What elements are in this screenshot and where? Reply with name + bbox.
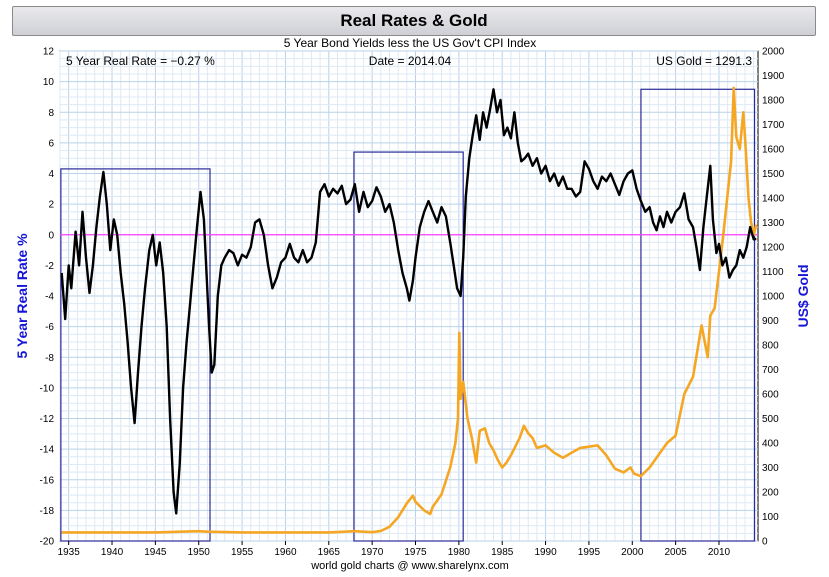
y-left-tick-label: -18	[40, 506, 55, 517]
y-left-tick-label: -6	[45, 322, 54, 333]
y-left-tick-label: -14	[40, 445, 55, 456]
y-left-tick-label: -8	[45, 353, 54, 364]
y-right-tick-label: 1100	[762, 267, 784, 278]
x-tick-label: 2005	[665, 547, 688, 558]
real-rate-readout: 5 Year Real Rate = −0.27 %	[66, 54, 215, 68]
x-tick-label: 1955	[231, 547, 254, 558]
y-left-tick-label: -16	[40, 475, 55, 486]
y-left-tick-label: 2	[48, 200, 54, 211]
x-tick-label: 1935	[58, 547, 81, 558]
x-tick-label: 1985	[491, 547, 514, 558]
y-left-tick-label: 4	[48, 169, 54, 180]
y-right-tick-label: 1700	[762, 120, 785, 131]
chart-subtitle: 5 Year Bond Yields less the US Gov't CPI…	[284, 36, 536, 50]
x-axis: 1935 1940 1945 1950 1955 1960 1965 1970 1975 1980…	[58, 541, 731, 558]
series-group	[60, 86, 758, 534]
y-right-tick-label: 200	[762, 488, 779, 499]
y-left-tick-label: 6	[48, 138, 54, 149]
x-tick-label: 1990	[534, 547, 557, 558]
y-left-tick-label: -12	[40, 414, 55, 425]
title-banner: Real Rates & Gold	[12, 6, 816, 36]
y-left-tick-label: -4	[45, 292, 54, 303]
y-left-tick-label: -10	[40, 383, 55, 394]
highlight-boxes	[60, 88, 756, 542]
y-right-tick-label: 1300	[762, 218, 785, 229]
y-left-tick-label: 10	[43, 77, 55, 88]
y-right-tick-label: 400	[762, 439, 779, 450]
y-left-tick-label: 12	[43, 47, 55, 58]
y-right-tick-label: 1500	[762, 169, 785, 180]
x-tick-label: 1950	[188, 547, 211, 558]
y-right-tick-label: 1400	[762, 194, 785, 205]
y-right-tick-label: 100	[762, 512, 779, 523]
x-tick-label: 2010	[708, 547, 731, 558]
x-tick-label: 1940	[101, 547, 124, 558]
y-right-tick-label: 900	[762, 316, 779, 327]
y-axis-right-label: US$ Gold	[795, 264, 811, 327]
x-tick-label: 1945	[144, 547, 167, 558]
series-line	[61, 86, 758, 534]
y-right-tick-label: 600	[762, 390, 779, 401]
y-right-tick-label: 1800	[762, 96, 785, 107]
y-right-tick-label: 0	[762, 537, 768, 548]
x-tick-label: 1975	[404, 547, 427, 558]
y-right-tick-label: 700	[762, 365, 779, 376]
y-right-tick-label: 2000	[762, 47, 785, 58]
y-left-tick-label: 0	[48, 230, 54, 241]
y-left-tick-label: 8	[48, 108, 54, 119]
y-right-tick-label: 1900	[762, 71, 785, 82]
y-right-tick-label: 1000	[762, 292, 785, 303]
x-tick-label: 1980	[448, 547, 471, 558]
y-right-tick-label: 300	[762, 463, 779, 474]
x-tick-label: 2000	[621, 547, 644, 558]
x-tick-label: 1960	[274, 547, 297, 558]
highlight-box	[353, 151, 464, 542]
x-tick-label: 1965	[318, 547, 341, 558]
y-right-tick-label: 800	[762, 341, 779, 352]
x-tick-label: 1970	[361, 547, 384, 558]
chart-title: Real Rates & Gold	[340, 11, 488, 30]
y-right-tick-label: 1200	[762, 243, 785, 254]
footer-credit: world gold charts @ www.sharelynx.com	[310, 560, 509, 572]
series-line	[60, 88, 757, 515]
y-right-tick-label: 500	[762, 414, 779, 425]
x-tick-label: 1995	[578, 547, 601, 558]
y-right-tick-label: 1600	[762, 145, 785, 156]
y-axis-left-label: 5 Year Real Rate %	[14, 233, 30, 359]
y-axis-right: 0 100 200 300 400 500 600 700 800 900 1000 1100 1200…	[762, 47, 785, 548]
gold-readout: US Gold = 1291.3	[656, 54, 752, 68]
y-left-tick-label: -20	[40, 537, 55, 548]
date-readout: Date = 2014.04	[369, 54, 452, 68]
y-left-tick-label: -2	[45, 261, 54, 272]
highlight-box	[640, 88, 756, 542]
